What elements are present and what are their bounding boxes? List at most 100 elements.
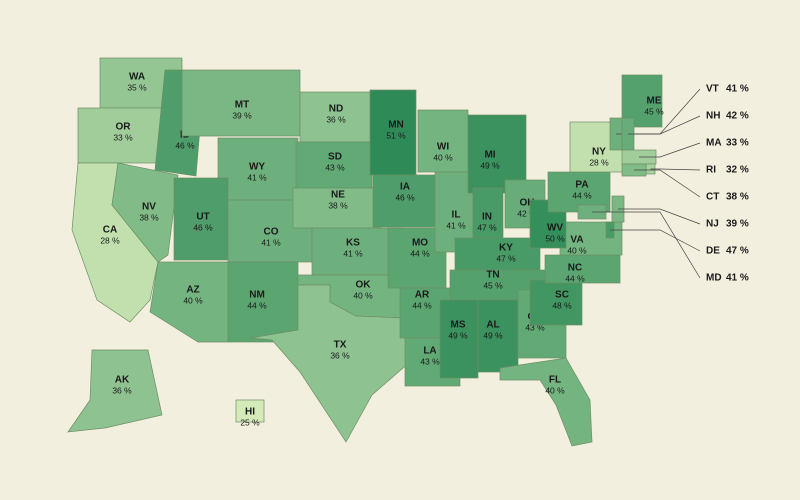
state-value: 36 % [112, 385, 132, 395]
state [227, 261, 299, 343]
state-name: PA [575, 180, 588, 191]
state-value: 36 % [326, 114, 346, 124]
state-name: TN [486, 270, 499, 281]
state-value: 49 % [480, 160, 500, 170]
state-name: CT [706, 192, 719, 203]
state [369, 89, 417, 176]
callout-line [639, 142, 701, 158]
state-name: OR [116, 122, 132, 133]
state-name: HI [245, 407, 255, 418]
state [417, 109, 469, 173]
state [249, 284, 411, 443]
state [439, 299, 479, 379]
state-name: ME [647, 96, 662, 107]
callout-line [628, 115, 701, 135]
state-name: MD [706, 273, 722, 284]
state-name: VA [570, 235, 583, 246]
state-value: 41 % [446, 220, 466, 230]
state-value: 38 % [328, 200, 348, 210]
state-name: IL [452, 210, 461, 221]
state [529, 279, 583, 326]
state-value: 44 % [572, 190, 592, 200]
state-value: 39 % [232, 110, 252, 120]
state-value: 51 % [386, 130, 406, 140]
state-name: CA [103, 225, 117, 236]
state-name: VT [706, 84, 719, 95]
state-name: MS [451, 320, 466, 331]
state-value: 32 % [726, 165, 749, 176]
callout-line [592, 211, 701, 279]
state-name: AZ [186, 285, 199, 296]
state-name: MO [412, 238, 428, 249]
state-value: 40 % [545, 385, 565, 395]
state [292, 187, 382, 229]
state-value: 49 % [483, 330, 503, 340]
state [217, 137, 299, 201]
state-value: 41 % [726, 84, 749, 95]
state-name: AK [115, 375, 130, 386]
callout-line [634, 169, 701, 198]
state [499, 357, 593, 447]
state-value: 43 % [325, 162, 345, 172]
state-name: AR [415, 290, 430, 301]
state-value: 28 % [100, 235, 120, 245]
state-name: OH [520, 198, 535, 209]
state-value: 43 % [525, 322, 545, 332]
state [111, 162, 179, 263]
state-value: 44 % [410, 248, 430, 258]
state [235, 399, 265, 423]
state-name: AL [486, 320, 499, 331]
state-name: SC [555, 290, 569, 301]
state [477, 299, 519, 373]
state-name: IN [482, 212, 492, 223]
state-name: NE [331, 190, 345, 201]
state [295, 141, 373, 189]
state-value: 49 % [448, 330, 468, 340]
state-value: 44 % [412, 300, 432, 310]
state [173, 177, 229, 261]
state-value: 35 % [127, 82, 147, 92]
state-name: LA [423, 346, 436, 357]
state-value: 25 % [240, 417, 260, 427]
state [311, 227, 403, 276]
state-name: FL [549, 375, 561, 386]
state-name: ND [329, 104, 343, 115]
state-name: UT [196, 212, 209, 223]
state-value: 38 % [139, 212, 159, 222]
state-value: 40 % [353, 290, 373, 300]
state-name: CO [264, 227, 279, 238]
state-value: 42 % [517, 208, 537, 218]
state-value: 41 % [726, 273, 749, 284]
state-name: TX [334, 340, 347, 351]
state-value: 33 % [113, 132, 133, 142]
state-value: 48 % [552, 300, 572, 310]
state-value: 36 % [330, 350, 350, 360]
state-value: 44 % [565, 273, 585, 283]
state-name: WV [547, 223, 563, 234]
state-name: OK [356, 280, 372, 291]
state-value: 43 % [420, 356, 440, 366]
state-name: DE [706, 246, 720, 257]
state-value: 45 % [483, 280, 503, 290]
state-value: 50 % [545, 233, 565, 243]
state-value: 40 % [183, 295, 203, 305]
callout-line [618, 208, 701, 225]
state [372, 174, 436, 228]
state-name: NJ [706, 219, 719, 230]
state-value: 33 % [726, 138, 749, 149]
callout-line [650, 168, 701, 171]
state-value: 28 % [589, 157, 609, 167]
state-name: NM [249, 290, 265, 301]
state-name: NY [592, 147, 606, 158]
state-value: 46 % [193, 222, 213, 232]
state-value: 46 % [175, 140, 195, 150]
state-value: 39 % [726, 219, 749, 230]
state-name: MT [235, 100, 249, 111]
state-name: WA [129, 72, 145, 83]
state-name: MA [706, 138, 722, 149]
state-value: 41 % [343, 248, 363, 258]
state-value: 44 % [247, 300, 267, 310]
state-name: WI [437, 142, 449, 153]
state-value: 47 % [726, 246, 749, 257]
